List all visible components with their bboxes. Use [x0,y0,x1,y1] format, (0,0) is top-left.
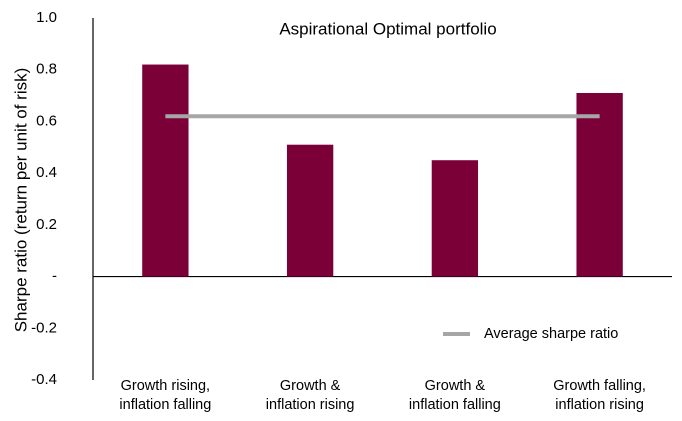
y-tick-label: - [52,268,57,285]
y-tick-label: 1.0 [36,9,57,26]
legend-label: Average sharpe ratio [484,326,618,342]
y-tick-label: 0.6 [36,112,57,129]
chart-title: Aspirational Optimal portfolio [279,19,496,38]
x-tick-label: Growth & inflation falling [408,378,501,413]
y-tick-label: -0.4 [31,371,57,388]
bar [576,92,623,277]
x-tick-label: Growth falling, inflation rising [553,378,646,413]
x-tick-label: Growth & inflation rising [265,378,355,413]
bar [431,160,479,277]
x-tick-label: Growth rising, inflation falling [119,378,212,413]
y-tick-label: -0.2 [31,319,57,336]
bar [286,144,334,277]
bar [142,64,189,277]
y-tick-label: 0.8 [36,61,57,78]
y-axis-label: Sharpe ratio (return per unit of risk) [11,68,30,333]
y-tick-label: 0.4 [36,164,57,181]
y-tick-label: 0.2 [36,216,57,233]
